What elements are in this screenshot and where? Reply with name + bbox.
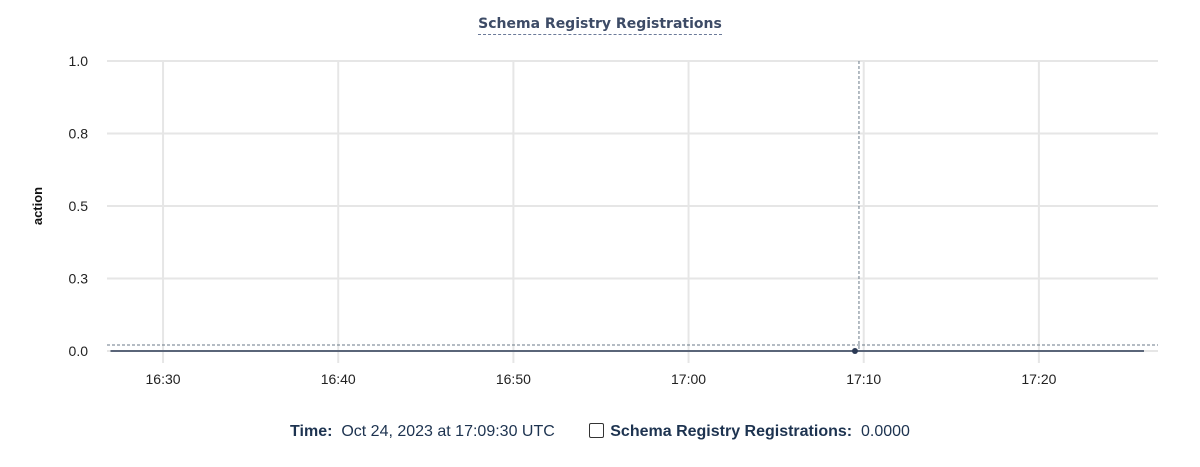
time-value: Oct 24, 2023 at 17:09:30 UTC: [341, 423, 555, 440]
x-tick-label: 16:30: [146, 371, 181, 387]
x-tick-label: 17:20: [1021, 371, 1056, 387]
x-tick-label: 17:10: [846, 371, 881, 387]
y-tick-label: 0.0: [69, 343, 89, 359]
y-tick-label: 0.3: [69, 271, 89, 287]
y-tick-label: 0.8: [69, 126, 89, 142]
series-label: Schema Registry Registrations:: [610, 423, 853, 440]
y-tick-label: 1.0: [69, 53, 89, 69]
x-tick-label: 16:40: [321, 371, 356, 387]
series-value: 0.0000: [861, 423, 910, 440]
hover-point: [851, 348, 858, 354]
y-axis-label: action: [30, 187, 45, 225]
time-label: Time:: [290, 423, 333, 440]
hover-legend: Time: Oct 24, 2023 at 17:09:30 UTC Schem…: [0, 423, 1200, 441]
y-tick-label: 0.5: [69, 198, 89, 214]
x-tick-label: 16:50: [496, 371, 531, 387]
chart-title[interactable]: Schema Registry Registrations: [0, 15, 1200, 35]
chart-plot[interactable]: 0.0 0.3 0.5 0.8 1.0 16:30 16:40 16:50 17:00 17:10…: [0, 0, 1200, 420]
chart-title-text: Schema Registry Registrations: [478, 16, 722, 35]
series-checkbox[interactable]: [589, 423, 605, 438]
x-tick-label: 17:00: [671, 371, 706, 387]
